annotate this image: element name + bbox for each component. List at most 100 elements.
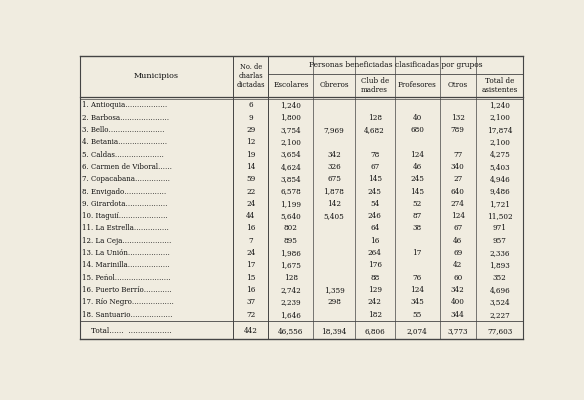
Text: 246: 246	[368, 212, 381, 220]
Text: 55: 55	[412, 311, 422, 319]
Text: 242: 242	[368, 298, 381, 306]
Text: 16: 16	[370, 237, 380, 245]
Text: 2,239: 2,239	[280, 298, 301, 306]
Text: 37: 37	[246, 298, 255, 306]
Text: 128: 128	[284, 274, 298, 282]
Text: 17. Río Negro………………: 17. Río Negro………………	[82, 298, 173, 306]
Text: 22: 22	[246, 188, 255, 196]
Text: 789: 789	[451, 126, 465, 134]
Text: 326: 326	[327, 163, 341, 171]
Text: 340: 340	[451, 163, 465, 171]
Text: 59: 59	[246, 175, 255, 183]
Text: 7. Copacabana……………: 7. Copacabana……………	[82, 175, 169, 183]
Text: 15. Peñol……………………: 15. Peñol……………………	[82, 274, 171, 282]
Text: 14: 14	[246, 163, 256, 171]
Text: 5,405: 5,405	[324, 212, 345, 220]
Text: 5,403: 5,403	[489, 163, 510, 171]
Text: 2,227: 2,227	[489, 311, 510, 319]
Text: 1,893: 1,893	[489, 262, 510, 270]
Text: 2. Barbosa…………………: 2. Barbosa…………………	[82, 114, 169, 122]
Text: 87: 87	[412, 212, 422, 220]
Text: 1. Antioquia………………: 1. Antioquia………………	[82, 101, 167, 109]
Text: 182: 182	[368, 311, 382, 319]
Text: 4,696: 4,696	[489, 286, 510, 294]
Text: 5. Caldas…………………: 5. Caldas…………………	[82, 150, 164, 158]
Text: 78: 78	[370, 150, 379, 158]
Text: 342: 342	[327, 150, 341, 158]
Text: 17: 17	[412, 249, 422, 257]
Text: No. de
charlas
dictadas: No. de charlas dictadas	[237, 63, 265, 89]
Text: 64: 64	[370, 224, 379, 232]
Text: Obreros: Obreros	[319, 81, 349, 89]
Text: 11. La Estrella……………: 11. La Estrella……………	[82, 224, 168, 232]
Text: 40: 40	[412, 114, 422, 122]
Text: 2,336: 2,336	[489, 249, 510, 257]
Text: 46: 46	[412, 163, 422, 171]
Text: 895: 895	[284, 237, 298, 245]
Text: 12: 12	[246, 138, 256, 146]
Text: 957: 957	[493, 237, 507, 245]
Text: 2,100: 2,100	[280, 138, 301, 146]
Text: 42: 42	[453, 262, 463, 270]
Text: Municipios: Municipios	[134, 72, 179, 80]
Text: 142: 142	[327, 200, 341, 208]
Text: 344: 344	[451, 311, 465, 319]
Text: 24: 24	[246, 249, 255, 257]
Text: 17: 17	[246, 262, 256, 270]
Text: 298: 298	[327, 298, 341, 306]
Text: 245: 245	[368, 188, 381, 196]
Text: 7,969: 7,969	[324, 126, 345, 134]
Text: 11,502: 11,502	[487, 212, 513, 220]
Text: 9: 9	[249, 114, 253, 122]
Text: 245: 245	[410, 175, 424, 183]
Text: 19: 19	[246, 150, 256, 158]
Text: 145: 145	[410, 188, 424, 196]
Text: 44: 44	[246, 212, 255, 220]
Text: 6. Carmen de Viboral……: 6. Carmen de Viboral……	[82, 163, 172, 171]
Text: 2,100: 2,100	[489, 114, 510, 122]
Text: 802: 802	[284, 224, 298, 232]
Text: 176: 176	[368, 262, 382, 270]
Text: 675: 675	[327, 175, 341, 183]
Text: 9. Girardota………………: 9. Girardota………………	[82, 200, 167, 208]
Text: 1,359: 1,359	[324, 286, 345, 294]
Text: 12. La Ceja…………………: 12. La Ceja…………………	[82, 237, 171, 245]
Text: 3,524: 3,524	[489, 298, 510, 306]
Text: 352: 352	[493, 274, 506, 282]
Text: Escolares: Escolares	[273, 81, 308, 89]
Text: 9,486: 9,486	[489, 188, 510, 196]
Text: 67: 67	[370, 163, 379, 171]
Text: 46,556: 46,556	[278, 327, 304, 335]
Text: 145: 145	[368, 175, 382, 183]
Text: 77: 77	[453, 150, 463, 158]
Text: 54: 54	[370, 200, 379, 208]
Text: 1,721: 1,721	[489, 200, 510, 208]
Text: 129: 129	[368, 286, 382, 294]
Text: Profesores: Profesores	[398, 81, 436, 89]
Text: 18,394: 18,394	[321, 327, 347, 335]
Text: 4,275: 4,275	[489, 150, 510, 158]
Text: Total de
asistentes: Total de asistentes	[482, 76, 518, 94]
Text: 88: 88	[370, 274, 379, 282]
Text: 2,074: 2,074	[406, 327, 427, 335]
Text: 16: 16	[246, 224, 256, 232]
Text: 1,240: 1,240	[489, 101, 510, 109]
Text: 3,654: 3,654	[280, 150, 301, 158]
Text: 400: 400	[451, 298, 465, 306]
Text: 76: 76	[412, 274, 422, 282]
Text: 14. Marinilla………………: 14. Marinilla………………	[82, 262, 169, 270]
Text: 2,100: 2,100	[489, 138, 510, 146]
Text: 442: 442	[244, 327, 258, 335]
Text: 3,773: 3,773	[447, 327, 468, 335]
Text: 4,624: 4,624	[280, 163, 301, 171]
Text: 124: 124	[410, 150, 424, 158]
Text: 124: 124	[451, 212, 465, 220]
Text: Total……  ………………: Total…… ………………	[82, 327, 171, 335]
Text: 17,874: 17,874	[487, 126, 512, 134]
Text: 16: 16	[246, 286, 256, 294]
Text: 29: 29	[246, 126, 255, 134]
Text: 6: 6	[249, 101, 253, 109]
Text: 52: 52	[412, 200, 422, 208]
Text: 640: 640	[451, 188, 465, 196]
Text: 1,800: 1,800	[280, 114, 301, 122]
